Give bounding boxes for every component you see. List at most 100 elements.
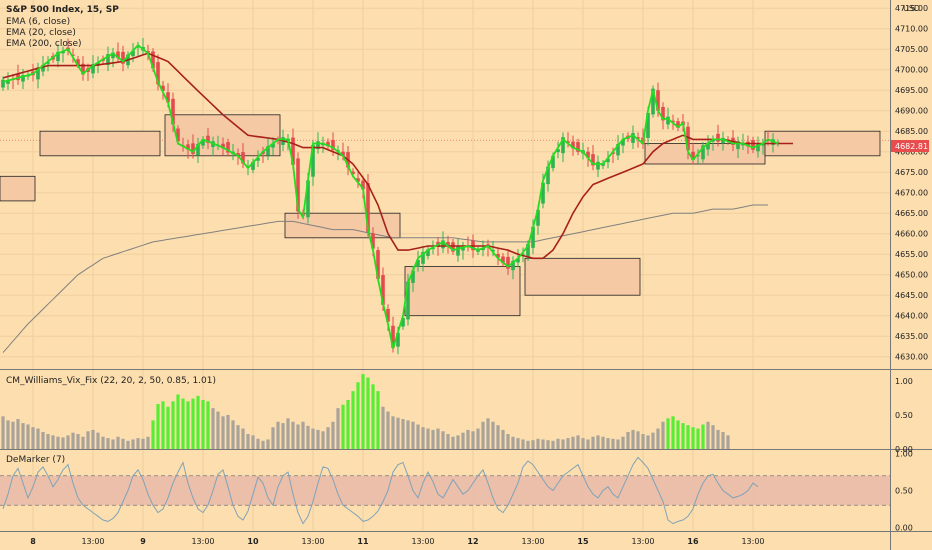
vix-fix-histogram xyxy=(1,374,730,449)
vix-bar xyxy=(716,429,720,449)
time-tick-label: 15 xyxy=(577,537,589,546)
price-tick-label: 4635.00 xyxy=(895,332,928,341)
price-tick-label: 4650.00 xyxy=(895,271,928,280)
vix-bar xyxy=(486,418,490,449)
price-tick-label: 4675.00 xyxy=(895,168,928,177)
candle-body xyxy=(316,141,320,150)
vix-bar xyxy=(261,440,265,449)
vix-bar xyxy=(291,421,295,449)
vix-bar xyxy=(656,428,660,449)
demarker-title: DeMarker (7) xyxy=(6,455,65,465)
candle-body xyxy=(1,79,5,88)
vix-bar xyxy=(326,427,330,449)
time-tick-label: 16 xyxy=(687,537,699,546)
candle-body xyxy=(356,178,360,182)
candle-body xyxy=(366,183,370,232)
time-tick-label: 13:00 xyxy=(191,537,214,546)
vix-bar xyxy=(506,434,510,449)
vix-bar xyxy=(466,429,470,449)
vix-bar xyxy=(216,411,220,449)
candle-body xyxy=(96,62,100,66)
vix-tick-label: 1.00 xyxy=(895,377,913,386)
vix-bar xyxy=(726,435,730,449)
vix-bar xyxy=(241,428,245,449)
vix-bar xyxy=(501,429,505,449)
vix-bar xyxy=(546,440,550,449)
vix-bar xyxy=(246,434,250,449)
vix-bar xyxy=(451,436,455,449)
time-tick-label: 13:00 xyxy=(741,537,764,546)
candle-body xyxy=(161,85,165,91)
vix-bar xyxy=(61,437,65,449)
candle-body xyxy=(81,63,85,75)
vix-bar xyxy=(666,418,670,449)
price-axis[interactable]: 4630.00 4635.00 4640.00 4645.00 4650.00 4655.… xyxy=(895,4,928,532)
vix-bar xyxy=(256,438,260,449)
vix-bar xyxy=(356,382,360,449)
candle-body xyxy=(526,243,530,258)
zone-box xyxy=(0,175,36,202)
vix-bar xyxy=(6,420,10,449)
time-axis[interactable]: 8 13:00 9 13:00 10 13:00 11 13:00 12 13:00 15 13:00… xyxy=(30,537,764,546)
candle-body xyxy=(536,209,540,226)
vix-bar xyxy=(391,416,395,449)
candle-body xyxy=(446,241,450,246)
ema-6-line xyxy=(2,43,779,349)
candle-body xyxy=(146,51,150,53)
vix-bar xyxy=(341,404,345,449)
price-tick-label: 4690.00 xyxy=(895,107,928,116)
vix-bar xyxy=(296,424,300,449)
zone-box xyxy=(524,257,641,296)
candle-body xyxy=(721,137,725,144)
vix-bar xyxy=(66,435,70,449)
vix-bar xyxy=(306,425,310,449)
indicator-ema20-label: EMA (20, close) xyxy=(6,28,76,38)
vix-bar xyxy=(336,408,340,449)
ema-200-line xyxy=(2,204,768,353)
candle-body xyxy=(541,182,545,204)
vix-bar xyxy=(71,432,75,449)
vix-bar xyxy=(531,440,535,449)
last-price-tag xyxy=(891,140,929,152)
candle-body xyxy=(21,75,25,82)
candle-body xyxy=(376,250,380,279)
candle-body xyxy=(596,161,600,170)
candle-body xyxy=(306,180,310,218)
vix-bar xyxy=(491,421,495,449)
vix-bar xyxy=(156,404,160,449)
vix-bar xyxy=(661,421,665,449)
candle-body xyxy=(561,137,565,154)
vix-bar xyxy=(381,406,385,449)
candle-body xyxy=(151,51,155,69)
price-tick-label: 4655.00 xyxy=(895,250,928,259)
last-price-value: 4682.81 xyxy=(895,142,928,151)
vix-bar xyxy=(171,401,175,449)
candle-body xyxy=(491,249,495,252)
candle-body xyxy=(176,128,180,142)
candle-body xyxy=(656,90,660,111)
candle-body xyxy=(256,157,260,161)
vix-bar xyxy=(136,438,140,449)
candle-body xyxy=(371,233,375,249)
candle-body xyxy=(396,332,400,347)
vix-bar xyxy=(321,431,325,449)
vix-bar xyxy=(681,423,685,449)
ema-20-line xyxy=(2,52,793,260)
vix-bar xyxy=(516,438,520,449)
price-tick-label: 4630.00 xyxy=(895,353,928,362)
vix-bar xyxy=(221,416,225,449)
demarker-tick-label: 0.50 xyxy=(895,487,913,496)
vix-bar xyxy=(436,428,440,449)
candle-body xyxy=(606,158,610,163)
vix-bar xyxy=(396,417,400,449)
vix-bar xyxy=(586,439,590,449)
vix-bar xyxy=(461,432,465,449)
vix-bar xyxy=(41,431,45,449)
candle-body xyxy=(111,52,115,59)
vix-fix-title: CM_Williams_Vix_Fix (22, 20, 2, 50, 0.85… xyxy=(6,376,216,386)
vix-bar xyxy=(606,438,610,449)
candle-body xyxy=(711,140,715,142)
vix-bar xyxy=(186,401,190,449)
candle-body xyxy=(736,141,740,150)
